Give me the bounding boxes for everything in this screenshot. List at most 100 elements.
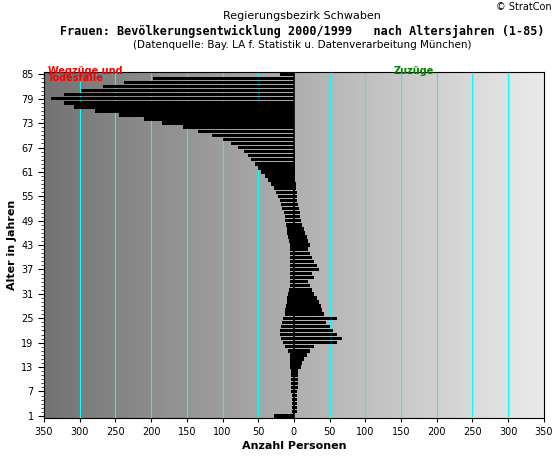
Bar [294, 349, 310, 353]
Bar [279, 333, 294, 336]
Bar [283, 341, 294, 344]
Text: Frauen: Bevölkerungsentwicklung 2000/1999   nach Altersjahren (1-85): Frauen: Bevölkerungsentwicklung 2000/199… [60, 25, 545, 38]
Bar [231, 142, 294, 145]
Bar [81, 89, 294, 93]
Bar [294, 321, 326, 324]
Bar [282, 207, 294, 210]
Bar [290, 256, 294, 259]
Bar [294, 219, 301, 223]
Bar [162, 121, 294, 125]
Bar [294, 174, 295, 178]
Text: Zuzüge: Zuzüge [394, 66, 434, 76]
Bar [290, 243, 294, 247]
Bar [288, 292, 294, 295]
Bar [294, 398, 297, 401]
Bar [294, 207, 299, 210]
Bar [291, 390, 294, 393]
Bar [279, 199, 294, 202]
Bar [294, 182, 296, 186]
Text: Todesfälle: Todesfälle [48, 73, 104, 83]
Bar [294, 215, 300, 218]
Bar [292, 394, 294, 397]
Text: © StratCon: © StratCon [496, 2, 552, 12]
Bar [294, 382, 298, 385]
Bar [294, 300, 319, 304]
Bar [294, 203, 298, 206]
Bar [284, 312, 294, 316]
Bar [287, 231, 294, 234]
Bar [290, 272, 294, 275]
Bar [294, 247, 308, 251]
Bar [274, 186, 294, 190]
Bar [290, 365, 294, 369]
Bar [255, 162, 294, 165]
Bar [289, 240, 294, 243]
Bar [294, 243, 310, 247]
Bar [294, 402, 297, 405]
Bar [274, 414, 294, 418]
Bar [288, 349, 294, 353]
Bar [294, 231, 305, 234]
Bar [290, 284, 294, 288]
Bar [119, 113, 294, 117]
Bar [183, 125, 294, 129]
Bar [290, 414, 294, 418]
Bar [294, 227, 304, 230]
Bar [294, 308, 323, 312]
Bar [294, 370, 298, 373]
Bar [271, 182, 294, 186]
Bar [294, 256, 312, 259]
Bar [286, 223, 294, 227]
Bar [290, 357, 294, 360]
Bar [261, 170, 294, 174]
Bar [212, 134, 294, 137]
Bar [294, 305, 321, 308]
Bar [291, 373, 294, 377]
Bar [268, 178, 294, 182]
Bar [294, 166, 295, 169]
Bar [294, 386, 298, 389]
Bar [294, 337, 343, 340]
Bar [294, 316, 337, 320]
Bar [294, 154, 295, 158]
Bar [294, 394, 297, 397]
Bar [279, 329, 294, 332]
Bar [294, 235, 307, 239]
Bar [294, 365, 301, 369]
X-axis label: Anzahl Personen: Anzahl Personen [242, 441, 346, 451]
Bar [294, 353, 307, 357]
Bar [294, 312, 324, 316]
Bar [294, 377, 298, 381]
Bar [294, 150, 295, 153]
Bar [294, 162, 295, 165]
Bar [294, 158, 295, 162]
Bar [287, 300, 294, 304]
Bar [294, 288, 312, 292]
Bar [290, 247, 294, 251]
Text: Wegzüge und: Wegzüge und [48, 66, 122, 76]
Bar [294, 264, 317, 267]
Bar [294, 260, 314, 263]
Bar [290, 268, 294, 271]
Bar [287, 227, 294, 230]
Bar [286, 308, 294, 312]
Bar [282, 321, 294, 324]
Bar [292, 410, 294, 414]
Bar [291, 370, 294, 373]
Bar [283, 316, 294, 320]
Bar [294, 280, 308, 284]
Bar [278, 195, 294, 198]
Bar [294, 345, 314, 349]
Bar [294, 373, 298, 377]
Bar [290, 251, 294, 255]
Bar [294, 329, 333, 332]
Bar [290, 276, 294, 279]
Bar [286, 305, 294, 308]
Bar [290, 260, 294, 263]
Bar [294, 272, 312, 275]
Bar [95, 109, 294, 113]
Bar [291, 377, 294, 381]
Text: (Datenquelle: Bay. LA f. Statistik u. Datenverarbeitung München): (Datenquelle: Bay. LA f. Statistik u. Da… [133, 40, 472, 50]
Bar [198, 130, 294, 133]
Bar [294, 191, 297, 194]
